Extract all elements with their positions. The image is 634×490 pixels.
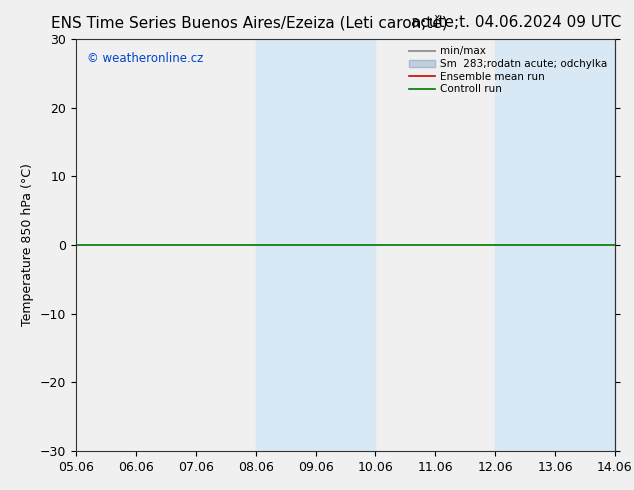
Bar (316, 39, 375, 451)
Bar (555, 39, 615, 451)
Y-axis label: Temperature 850 hPa (°C): Temperature 850 hPa (°C) (22, 164, 34, 326)
Text: © weatheronline.cz: © weatheronline.cz (87, 51, 204, 65)
Legend: min/max, Sm  283;rodatn acute; odchylka, Ensemble mean run, Controll run: min/max, Sm 283;rodatn acute; odchylka, … (407, 45, 610, 97)
Bar (256, 39, 316, 451)
Bar (495, 39, 555, 451)
Text: ENS Time Series Buenos Aires/Ezeiza (Leti caron;tě): ENS Time Series Buenos Aires/Ezeiza (Let… (51, 15, 448, 30)
Text: acute;t. 04.06.2024 09 UTC: acute;t. 04.06.2024 09 UTC (411, 15, 621, 30)
